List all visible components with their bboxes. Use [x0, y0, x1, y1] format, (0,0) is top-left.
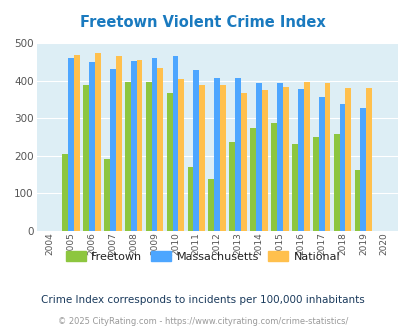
- Bar: [145, 82, 151, 231]
- Bar: [249, 128, 256, 231]
- Bar: [271, 123, 276, 231]
- Bar: [360, 108, 365, 231]
- Bar: [214, 78, 220, 231]
- Text: © 2025 CityRating.com - https://www.cityrating.com/crime-statistics/: © 2025 CityRating.com - https://www.city…: [58, 317, 347, 326]
- Bar: [297, 89, 303, 231]
- Bar: [276, 83, 282, 231]
- Bar: [125, 82, 130, 231]
- Bar: [166, 93, 172, 231]
- Bar: [241, 93, 246, 231]
- Bar: [291, 144, 297, 231]
- Bar: [62, 154, 68, 231]
- Bar: [115, 56, 121, 231]
- Bar: [74, 54, 79, 231]
- Bar: [83, 85, 89, 231]
- Bar: [303, 82, 309, 231]
- Bar: [220, 85, 226, 231]
- Bar: [178, 79, 184, 231]
- Bar: [95, 53, 100, 231]
- Bar: [333, 134, 339, 231]
- Bar: [261, 89, 267, 231]
- Bar: [199, 85, 205, 231]
- Bar: [157, 69, 163, 231]
- Bar: [104, 159, 110, 231]
- Legend: Freetown, Massachusetts, National: Freetown, Massachusetts, National: [61, 247, 344, 267]
- Bar: [229, 142, 234, 231]
- Bar: [312, 137, 318, 231]
- Bar: [89, 62, 95, 231]
- Text: Crime Index corresponds to incidents per 100,000 inhabitants: Crime Index corresponds to incidents per…: [41, 295, 364, 305]
- Bar: [130, 61, 136, 231]
- Bar: [187, 167, 193, 231]
- Bar: [234, 78, 241, 231]
- Bar: [354, 170, 360, 231]
- Bar: [208, 179, 214, 231]
- Bar: [172, 56, 178, 231]
- Text: Freetown Violent Crime Index: Freetown Violent Crime Index: [80, 15, 325, 30]
- Bar: [318, 97, 324, 231]
- Bar: [324, 83, 330, 231]
- Bar: [282, 87, 288, 231]
- Bar: [193, 70, 199, 231]
- Bar: [339, 104, 345, 231]
- Bar: [136, 60, 142, 231]
- Bar: [151, 58, 157, 231]
- Bar: [256, 83, 261, 231]
- Bar: [68, 57, 74, 231]
- Bar: [365, 88, 371, 231]
- Bar: [110, 69, 115, 231]
- Bar: [345, 88, 350, 231]
